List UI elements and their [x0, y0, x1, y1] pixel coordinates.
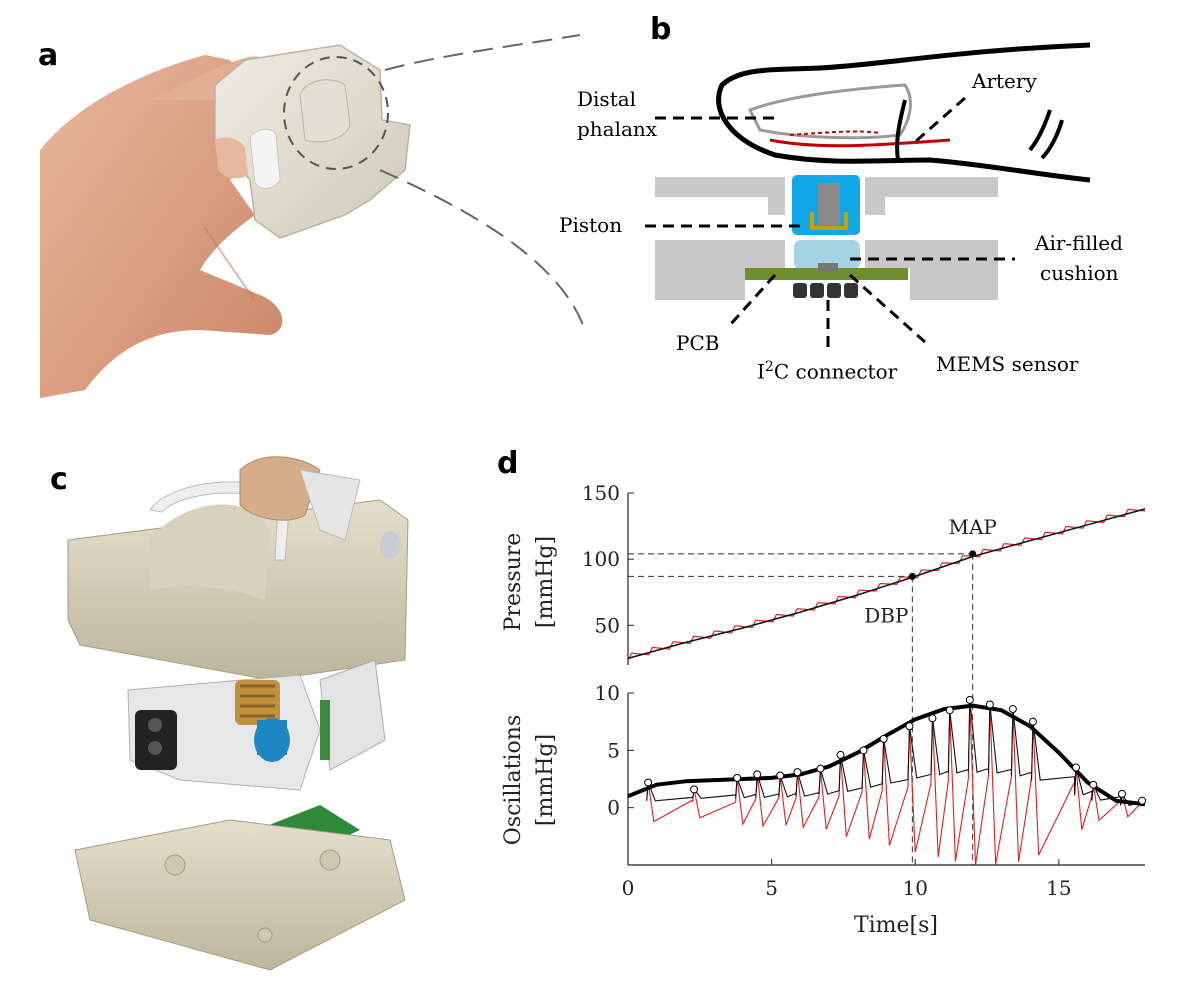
- pressure-ylabel-line2: [mmHg]: [533, 536, 558, 628]
- oscillation-peak-marker: [928, 714, 937, 723]
- oscillation-peak-marker: [776, 771, 785, 780]
- device-photo: [40, 34, 586, 398]
- oscillation-peak-marker: [1008, 705, 1017, 714]
- oscillation-peak-marker: [965, 695, 974, 704]
- oscillation-peak-marker: [816, 764, 825, 773]
- oscillation-peak-marker: [905, 722, 914, 731]
- oscillation-filtered-line: [646, 699, 1145, 807]
- label-distal-line2: phalanx: [577, 117, 658, 141]
- oscillation-peak-marker: [1089, 780, 1098, 789]
- sensor-schematic: [645, 42, 1091, 350]
- annotation-point-map: [969, 550, 977, 558]
- housing-bottom: [655, 240, 785, 300]
- air-cushion: [794, 240, 860, 270]
- label-i2c: I2C connector: [757, 359, 898, 384]
- oscillation-peak-marker: [1118, 789, 1127, 798]
- pressure-trend-line: [627, 508, 1146, 660]
- oscillation-ytick-label: 5: [607, 738, 620, 762]
- oscillation-ylabel-line2: [mmHg]: [533, 734, 558, 826]
- ring: [149, 481, 291, 561]
- panel-letter-a: a: [38, 38, 59, 73]
- pressure-measured-line: [627, 508, 1146, 661]
- finger-outline: [716, 42, 1091, 183]
- label-piston: Piston: [559, 213, 623, 237]
- pressure-ylabel-line1: Pressure: [501, 533, 526, 632]
- artery-shape: [769, 138, 951, 148]
- oscillation-peak-marker: [1072, 763, 1081, 772]
- velcro-strap: [249, 128, 281, 189]
- label-pcb: PCB: [676, 331, 720, 355]
- label-distal-line1: Distal: [577, 87, 637, 111]
- annotation-label-dbp: DBP: [864, 603, 908, 627]
- label-mems: MEMS sensor: [936, 352, 1079, 376]
- x-tick-label: 0: [622, 876, 635, 900]
- x-tick-label: 10: [902, 876, 927, 900]
- mems-sensor: [818, 263, 838, 271]
- annotation-point-dbp: [908, 572, 916, 580]
- label-cushion-line2: cushion: [1040, 261, 1119, 285]
- x-axis-label: Time[s]: [854, 913, 938, 938]
- oscillation-chart: 0 5 10 0 5 10 15: [595, 681, 1147, 900]
- oscillation-peak-marker: [879, 734, 888, 743]
- annotation-label-map: MAP: [948, 515, 996, 539]
- zoom-circle: [283, 56, 389, 170]
- pressure-ytick-label: 100: [582, 547, 620, 571]
- oscillation-peak-marker: [733, 773, 742, 782]
- exploded-cad-view: [67, 456, 409, 971]
- oscillation-ytick-label: 0: [607, 796, 620, 820]
- oscillation-peak-marker: [690, 785, 699, 794]
- oscillation-envelope-line: [627, 703, 1146, 807]
- oscillation-peak-marker: [1028, 717, 1037, 726]
- oscillation-peak-marker: [859, 746, 868, 755]
- label-artery: Artery: [972, 69, 1037, 93]
- oscillation-peak-marker: [753, 770, 762, 779]
- spring: [235, 680, 280, 725]
- panel-letter-d: d: [497, 446, 519, 481]
- pcb: [745, 268, 908, 280]
- x-tick-label: 15: [1046, 876, 1071, 900]
- pressure-ytick-label: 50: [595, 613, 620, 637]
- oscillation-ylabel-line1: Oscillations: [501, 715, 526, 845]
- pressure-ytick-label: 150: [582, 481, 620, 505]
- label-cushion-line1: Air-filled: [1035, 231, 1123, 255]
- panel-letter-c: c: [50, 462, 68, 497]
- oscillation-peak-marker: [836, 750, 845, 759]
- panel-letter-b: b: [650, 12, 672, 47]
- oscillation-peak-marker: [985, 700, 994, 709]
- distal-phalanx-shape: [747, 83, 912, 140]
- housing-top: [655, 177, 785, 215]
- oscillation-peak-marker: [793, 768, 802, 777]
- i2c-connector: [793, 283, 858, 298]
- x-tick-label: 5: [765, 876, 778, 900]
- oscillation-peak-marker: [945, 706, 954, 715]
- oscillation-ytick-label: 10: [595, 681, 620, 705]
- oscillation-peak-marker: [644, 778, 653, 787]
- oscillation-peak-marker: [1138, 796, 1147, 805]
